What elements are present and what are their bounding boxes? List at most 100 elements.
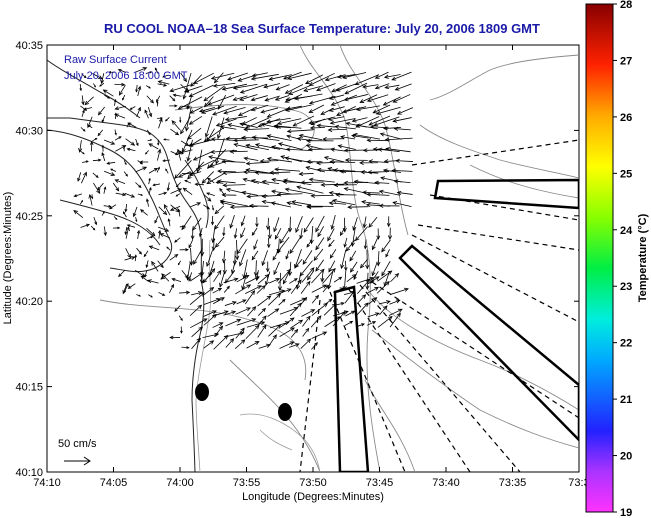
- current-arrow: [329, 249, 337, 259]
- current-arrowhead: [101, 144, 105, 148]
- current-arrowhead: [139, 160, 143, 164]
- current-arrow: [287, 72, 312, 80]
- current-arrow: [269, 74, 292, 80]
- current-arrowhead: [269, 170, 274, 175]
- y-tick-label: 40:10: [15, 467, 43, 479]
- current-arrow: [190, 247, 192, 265]
- current-arrowhead: [392, 98, 398, 103]
- current-arrowhead: [206, 164, 212, 169]
- current-arrowhead: [85, 223, 90, 227]
- current-arrow: [217, 170, 237, 173]
- current-arrow: [158, 192, 167, 196]
- current-arrow: [184, 85, 203, 93]
- current-arrowhead: [148, 132, 151, 136]
- current-arrowhead: [100, 79, 105, 85]
- current-arrowhead: [122, 211, 126, 215]
- current-arrowhead: [217, 269, 222, 275]
- current-arrowhead: [178, 173, 183, 178]
- current-arrowhead: [284, 187, 290, 192]
- current-arrowhead: [171, 120, 177, 125]
- current-arrowhead: [336, 112, 341, 116]
- current-arrow: [267, 135, 292, 142]
- colorbar-tick-label: 22: [620, 338, 632, 350]
- scale-arrow: [64, 456, 91, 466]
- current-arrow: [222, 83, 248, 90]
- current-arrow: [141, 276, 149, 282]
- current-arrowhead: [320, 182, 326, 187]
- current-arrow: [197, 159, 215, 169]
- y-tick-label: 40:35: [15, 40, 43, 52]
- current-arrowhead: [339, 169, 344, 174]
- current-arrow: [97, 182, 104, 191]
- current-arrow: [289, 261, 292, 276]
- current-arrow: [261, 107, 279, 113]
- current-arrow: [158, 118, 163, 129]
- current-arrowhead: [97, 186, 101, 191]
- current-arrowhead: [374, 312, 380, 317]
- current-arrowhead: [198, 272, 204, 277]
- current-arrowhead: [361, 294, 367, 299]
- current-arrow: [208, 156, 236, 163]
- current-arrowhead: [190, 235, 195, 240]
- current-arrowhead: [289, 341, 295, 346]
- current-arrowhead: [220, 297, 225, 302]
- current-arrowhead: [137, 85, 142, 90]
- current-arrow: [397, 107, 414, 115]
- current-arrowhead: [196, 202, 202, 206]
- current-arrow: [124, 256, 135, 261]
- current-arrowhead: [382, 101, 388, 106]
- current-arrow: [158, 291, 165, 296]
- current-arrowhead: [368, 159, 373, 164]
- current-arrowhead: [315, 294, 319, 299]
- current-arrow: [234, 139, 259, 141]
- current-arrow: [235, 284, 251, 295]
- current-arrowhead: [150, 99, 154, 104]
- current-arrow: [255, 260, 257, 276]
- current-arrowhead: [221, 86, 227, 91]
- current-arrowhead: [154, 220, 158, 224]
- current-arrowhead: [94, 221, 98, 226]
- current-arrow: [255, 144, 281, 150]
- current-arrowhead: [387, 270, 393, 275]
- current-arrowhead: [309, 267, 315, 272]
- current-arrow: [149, 245, 160, 251]
- current-arrowhead: [175, 194, 178, 197]
- current-arrowhead: [167, 218, 171, 222]
- current-arrow: [323, 303, 337, 316]
- current-arrowhead: [295, 228, 300, 233]
- current-arrow: [136, 107, 141, 118]
- current-arrowhead: [83, 75, 87, 79]
- current-arrowhead: [154, 67, 158, 71]
- current-arrow: [364, 239, 367, 249]
- current-arrowhead: [144, 109, 148, 114]
- current-arrowhead: [351, 118, 357, 123]
- current-arrow: [267, 107, 290, 118]
- current-arrowhead: [212, 313, 217, 319]
- current-arrow: [267, 217, 269, 230]
- current-arrow: [203, 193, 212, 202]
- current-arrowhead: [285, 97, 291, 102]
- current-arrowhead: [283, 75, 288, 80]
- current-arrow: [299, 173, 314, 175]
- current-arrow: [135, 138, 139, 146]
- current-arrow: [206, 128, 215, 142]
- x-tick-label: 74:05: [100, 477, 128, 489]
- current-arrowhead: [298, 133, 304, 139]
- current-arrow: [315, 237, 325, 250]
- current-arrow: [360, 258, 368, 269]
- current-arrowhead: [294, 328, 299, 334]
- current-arrowhead: [369, 276, 375, 281]
- current-arrow: [355, 323, 365, 328]
- current-arrowhead: [253, 271, 258, 277]
- current-arrowhead: [273, 124, 279, 129]
- current-arrow: [332, 311, 346, 327]
- current-arrowhead: [343, 243, 347, 248]
- current-arrow: [154, 215, 159, 223]
- current-arrow: [251, 73, 279, 80]
- current-arrow: [394, 128, 411, 131]
- current-arrowhead: [306, 243, 310, 248]
- current-arrowhead: [288, 91, 294, 95]
- current-arrowhead: [308, 177, 314, 182]
- current-arrow: [395, 83, 412, 91]
- current-arrowhead: [214, 243, 220, 248]
